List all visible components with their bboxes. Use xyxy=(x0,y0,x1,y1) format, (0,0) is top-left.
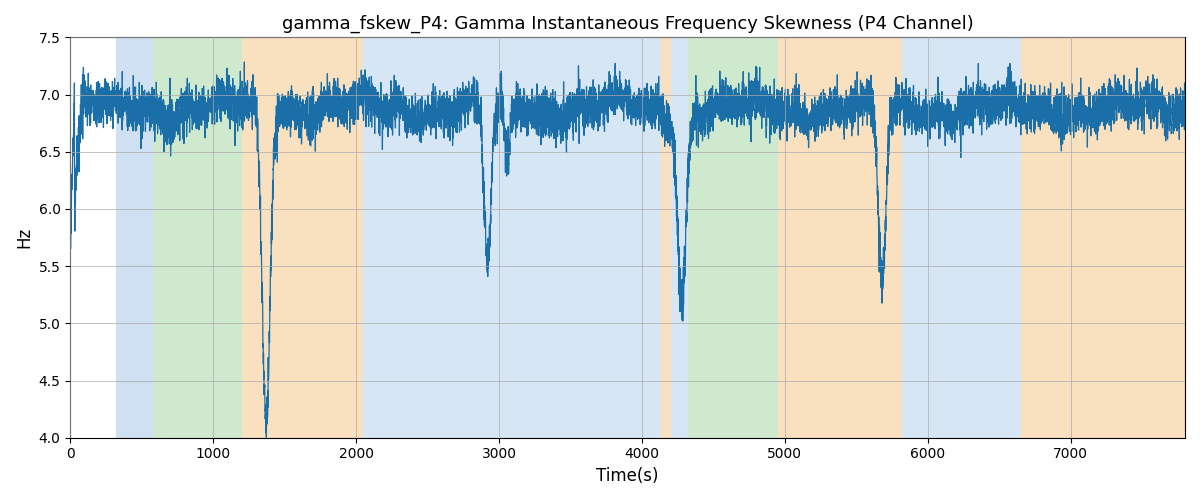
Bar xyxy=(116,38,154,438)
Bar xyxy=(902,38,1021,438)
Bar xyxy=(154,38,241,438)
Bar xyxy=(671,38,688,438)
X-axis label: Time(s): Time(s) xyxy=(596,467,659,485)
Title: gamma_fskew_P4: Gamma Instantaneous Frequency Skewness (P4 Channel): gamma_fskew_P4: Gamma Instantaneous Freq… xyxy=(282,15,973,34)
Bar xyxy=(1021,38,1186,438)
Bar xyxy=(778,38,902,438)
Bar xyxy=(660,38,671,438)
Bar xyxy=(688,38,778,438)
Bar xyxy=(241,38,364,438)
Bar xyxy=(364,38,660,438)
Y-axis label: Hz: Hz xyxy=(16,227,34,248)
